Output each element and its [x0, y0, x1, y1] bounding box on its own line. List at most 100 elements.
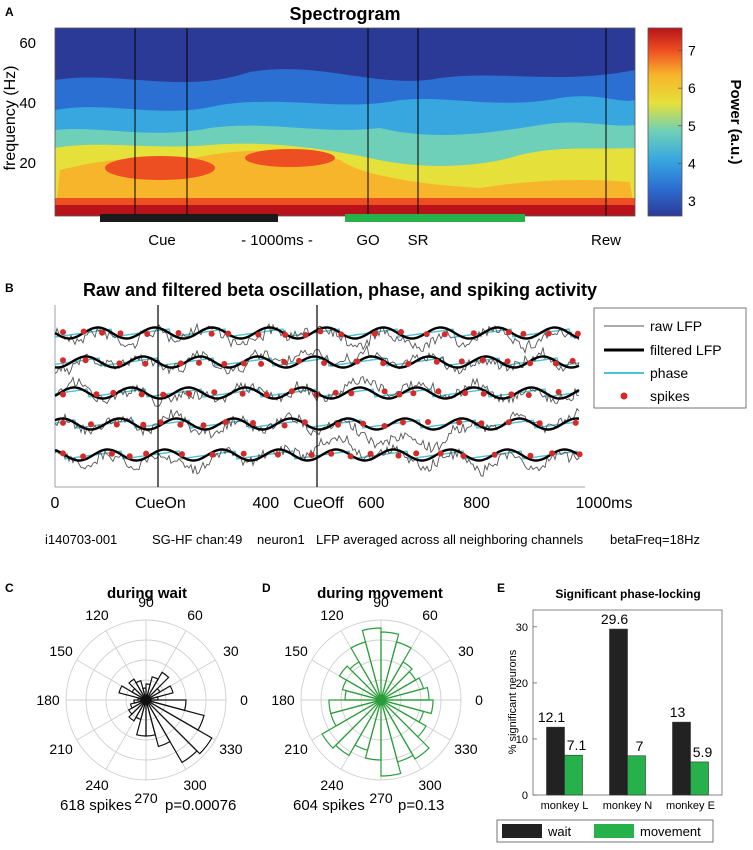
panel-label-a: A	[5, 5, 14, 19]
colorbar-label: Power (a.u.)	[727, 79, 744, 164]
spike-marker	[60, 419, 66, 426]
polar-angle-label: 0	[475, 692, 483, 708]
spike-marker	[211, 389, 218, 396]
spike-marker	[433, 358, 440, 365]
polar-bin	[380, 699, 402, 777]
legend-movement-label: movement	[640, 824, 701, 839]
spike-marker	[505, 329, 512, 336]
polar-bin	[145, 676, 159, 701]
spectrogram-title: Spectrogram	[289, 4, 400, 24]
spike-marker	[576, 451, 583, 458]
spike-marker	[239, 390, 246, 397]
traces-x-tick: 400	[252, 495, 279, 512]
spike-marker	[209, 451, 216, 458]
spike-marker	[332, 389, 339, 396]
spike-marker	[574, 330, 581, 337]
bar-y-tick-label: 30	[516, 622, 528, 634]
polar-bin	[364, 699, 382, 761]
event-label-cue: Cue	[148, 232, 176, 249]
spike-marker	[413, 450, 420, 457]
polar-bin	[145, 699, 205, 731]
bar-value-label: 7.1	[567, 737, 587, 753]
legend-wait-swatch	[502, 824, 542, 838]
bar-y-tick-label: 10	[516, 734, 528, 746]
polar-bin	[128, 699, 147, 722]
spike-marker	[410, 390, 417, 397]
panel-label-d: D	[262, 581, 271, 595]
event-label-sr: SR	[408, 232, 429, 249]
traces-x-tick: CueOff	[293, 495, 344, 512]
legend-phase-label: phase	[650, 365, 688, 381]
polar-bin	[145, 671, 170, 701]
polar-angle-label: 270	[134, 790, 158, 806]
spike-marker	[255, 331, 262, 338]
spike-marker	[491, 451, 498, 458]
event-label-rew: Rew	[591, 232, 621, 249]
polar-angle-label: 120	[85, 607, 109, 623]
polar-bin	[338, 665, 382, 701]
spike-marker	[88, 421, 94, 428]
bar-y-tick-label: 20	[516, 678, 528, 690]
spike-marker	[110, 389, 117, 396]
spike-marker	[177, 360, 184, 367]
polar-angle-label: 180	[271, 692, 295, 708]
legend-movement-swatch	[594, 824, 634, 838]
bar-title: Significant phase-locking	[555, 587, 700, 601]
spike-marker	[258, 360, 265, 367]
traces-x-tick: CueOn	[135, 495, 186, 512]
spike-marker	[296, 357, 302, 364]
event-label-go: GO	[356, 232, 379, 249]
polar-bin	[341, 679, 382, 701]
spike-marker	[116, 360, 123, 367]
spike-marker	[82, 357, 89, 364]
event-label-duration: - 1000ms -	[241, 232, 313, 249]
bar-value-label: 7	[636, 738, 644, 754]
polar-angle-label: 180	[36, 692, 60, 708]
polar-angle-label: 330	[454, 741, 478, 757]
spike-marker	[527, 452, 534, 459]
bar-value-label: 13	[670, 704, 686, 720]
colorbar-tick-label: 3	[688, 193, 696, 209]
polar-angle-label: 120	[320, 607, 344, 623]
spike-marker	[60, 329, 66, 336]
spike-marker	[371, 330, 378, 337]
spike-marker	[338, 331, 345, 338]
spike-marker	[456, 419, 463, 426]
polar-bin	[145, 699, 187, 712]
movement-band	[345, 214, 525, 222]
polar-angle-label: 210	[284, 741, 308, 757]
bar-wait	[672, 721, 691, 796]
spike-marker	[144, 331, 151, 337]
spike-marker	[508, 391, 515, 398]
spike-marker	[80, 328, 87, 335]
polar-angle-label: 30	[458, 643, 474, 659]
spike-marker	[458, 358, 465, 365]
polar-angle-label: 240	[320, 777, 344, 793]
spike-marker	[405, 360, 412, 367]
traces-x-tick: 1000ms	[576, 495, 633, 512]
spike-marker	[113, 421, 120, 428]
spike-marker	[437, 450, 444, 457]
spike-marker	[354, 358, 361, 365]
spike-marker	[60, 450, 66, 457]
spike-marker	[302, 332, 309, 338]
spike-marker	[281, 422, 288, 429]
movement-p-value: p=0.13	[398, 797, 444, 814]
spike-marker	[186, 390, 193, 397]
polar-bin	[145, 699, 213, 755]
spike-marker	[380, 360, 387, 367]
colorbar-tick-label: 6	[688, 80, 696, 96]
spike-marker	[308, 452, 315, 458]
polar-angle-label: 0	[240, 692, 248, 708]
polar-bin	[334, 699, 382, 757]
spike-marker	[80, 453, 87, 460]
bar-category-label: monkey L	[541, 800, 589, 812]
polar-bin	[380, 699, 434, 715]
spectrogram-heatmap	[55, 28, 635, 216]
legend-spikes-swatch	[620, 392, 628, 400]
spike-marker	[275, 451, 281, 458]
spike-marker	[435, 388, 442, 395]
spike-marker	[441, 331, 448, 338]
spike-marker	[400, 419, 406, 426]
